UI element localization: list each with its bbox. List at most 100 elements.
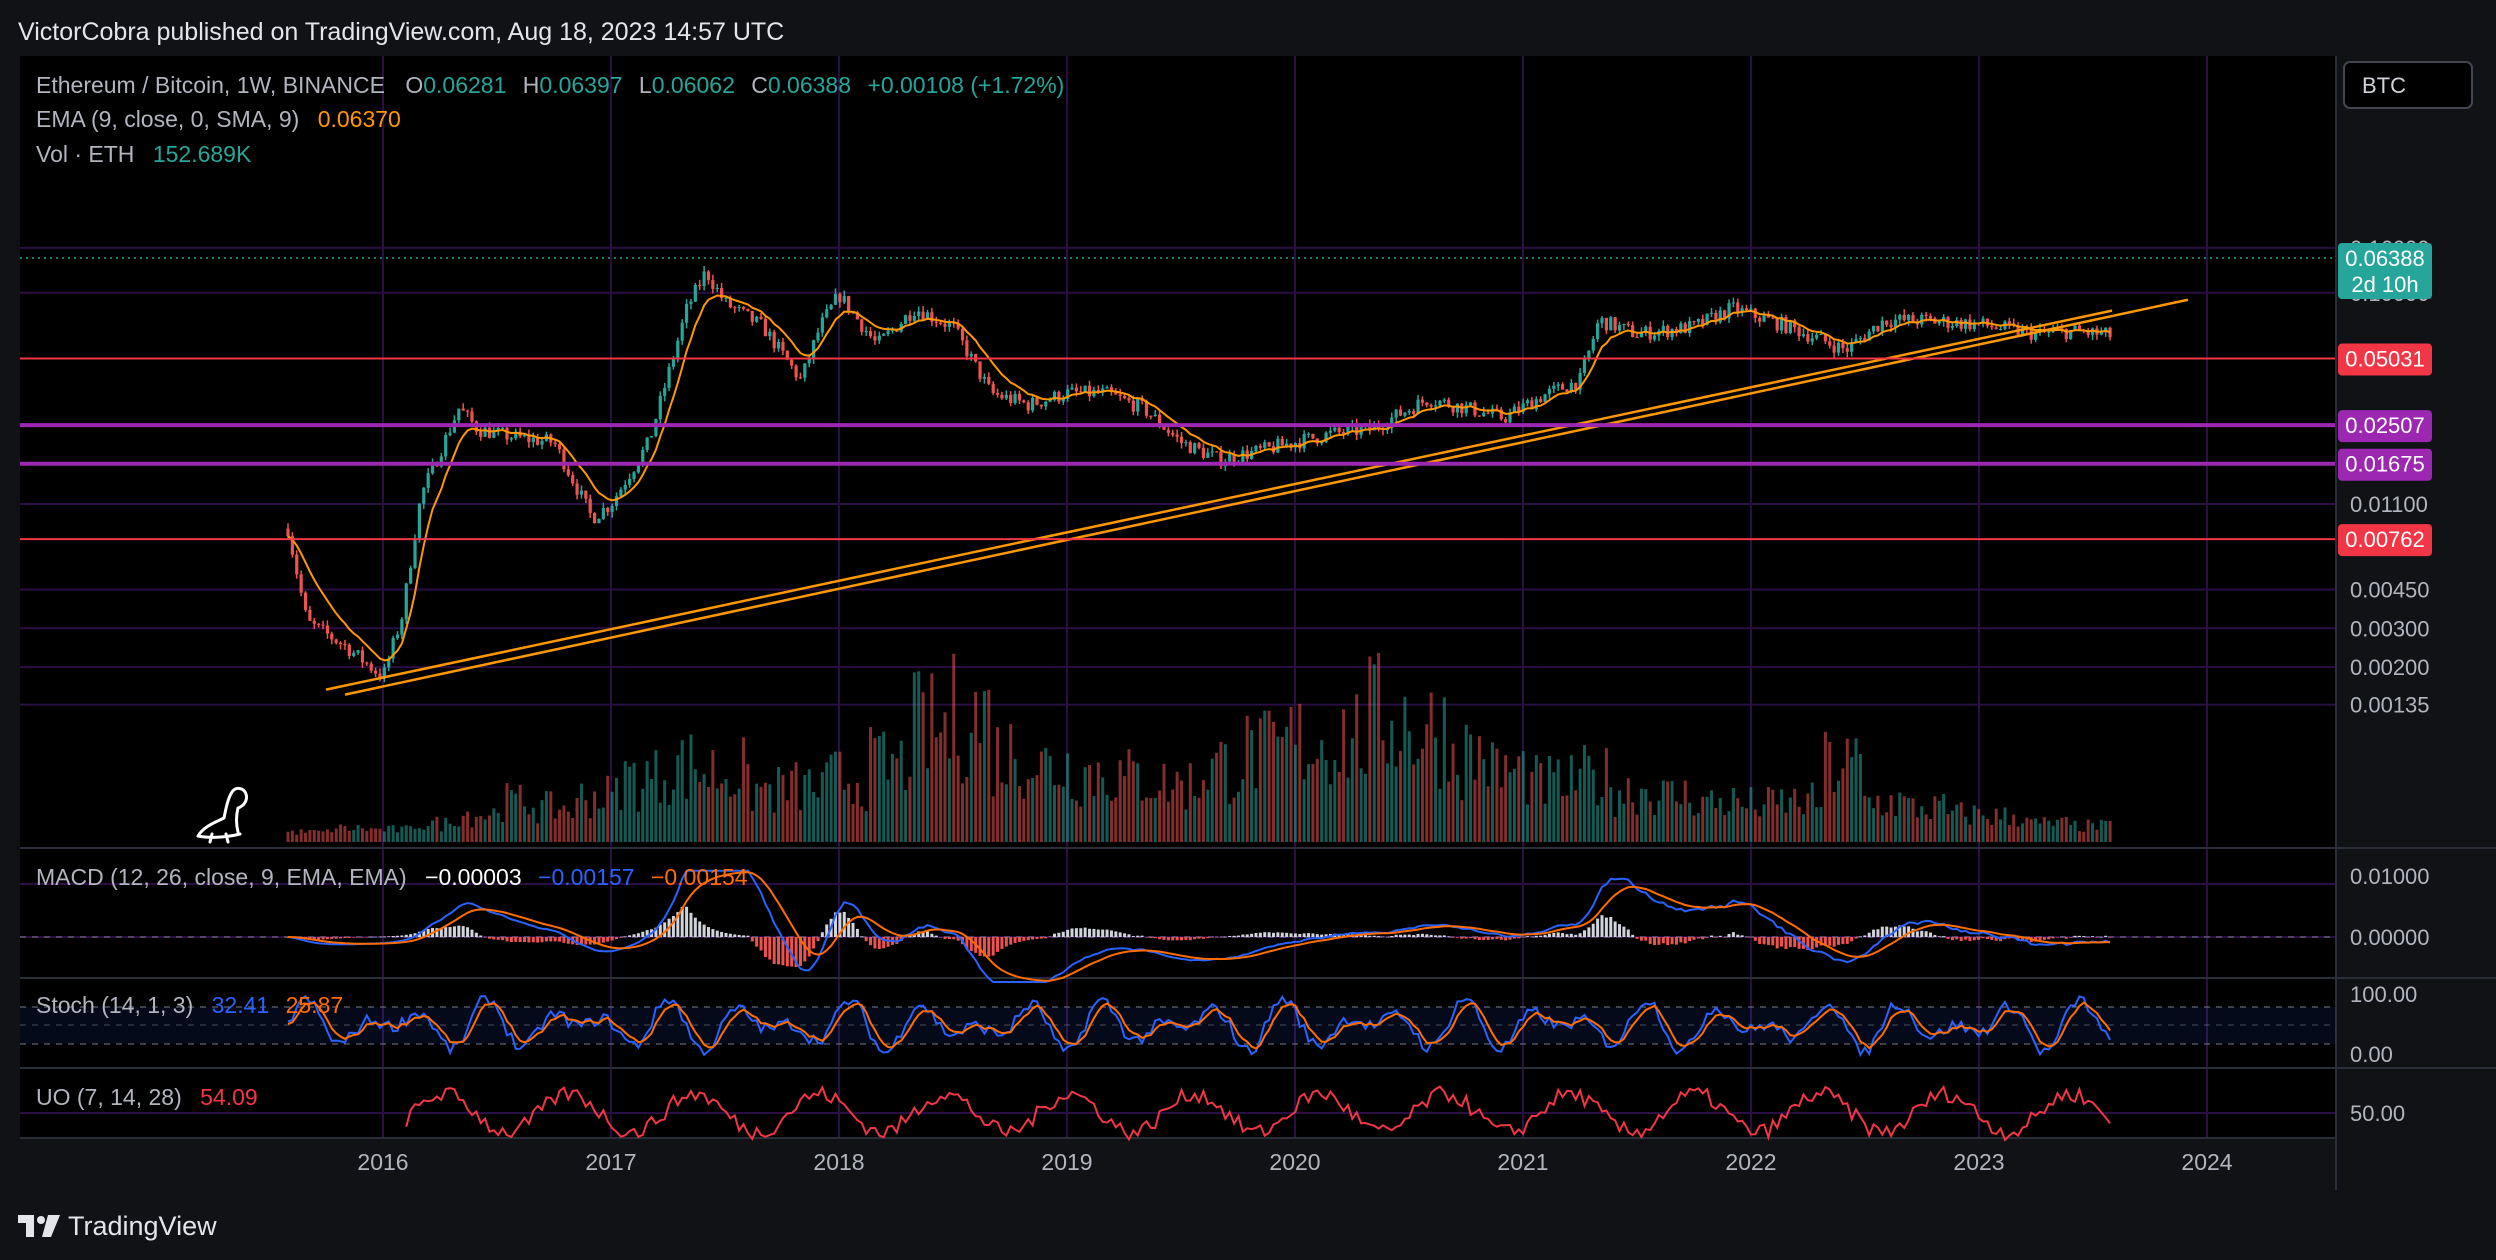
macd-hist-bar [1447,936,1451,937]
volume-bar [1710,790,1713,842]
macd-hist-bar [470,929,474,937]
macd-hist-bar [895,937,899,944]
macd-hist-bar [1937,936,1941,937]
candle-body [1749,308,1753,310]
macd-hist-bar [1201,937,1205,939]
volume-bar [1876,795,1880,842]
macd-hist-bar [536,937,540,943]
candle-body [1543,394,1547,403]
macd-hist-bar [671,916,675,937]
candle-body [965,340,969,357]
volume-bar [1845,738,1849,842]
macd-hist-bar [1276,932,1280,937]
legend-ema-label: EMA (9, close, 0, SMA, 9) [36,106,299,132]
volume-bar [470,827,474,842]
macd-hist-bar [794,937,798,968]
volume-bar [1320,740,1324,842]
volume-bar [1508,772,1512,842]
candle-body [1390,417,1394,429]
volume-bar [965,776,969,842]
macd-hist-bar [1850,937,1854,942]
candle-body [921,311,925,320]
candle-body [1477,415,1481,417]
macd-hist-bar [1385,936,1389,938]
candle-body [1604,317,1608,331]
macd-hist-bar [1968,937,1972,942]
volume-bar [1026,779,1030,842]
macd-hist-bar [343,937,347,939]
macd-hist-bar [934,935,938,937]
macd-hist-bar [1635,937,1639,939]
macd-hist-bar [1092,928,1096,937]
macd-hist-bar [869,937,873,946]
volume-bar [1499,787,1503,842]
macd-hist-bar [1451,937,1455,938]
macd-hist-bar [435,928,439,937]
candle-body [1880,320,1884,332]
volume-bar [540,800,544,842]
volume-bar [1517,756,1521,842]
macd-hist-bar [2051,937,2055,939]
candle-body [422,487,426,504]
macd-hist-bar [2020,937,2024,941]
volume-bar [1810,782,1814,842]
candle-body [1797,327,1801,337]
candle-body [2086,331,2090,335]
stoch-d-line [287,1001,2111,1050]
horizontal-levels[interactable] [20,357,2336,541]
candle-body [579,490,584,495]
macd-hist-bar [1517,937,1521,939]
candle-body [1337,427,1341,433]
macd-hist-bar [1210,937,1214,938]
currency-button[interactable]: BTC [2343,61,2473,109]
macd-hist-bar [1368,935,1372,937]
volume-bar [1718,797,1722,842]
macd-hist-bar [1631,934,1635,937]
candle-body [1867,331,1871,341]
candle-body [317,623,321,625]
x-tick-2018: 2018 [813,1149,864,1175]
volume-bar [882,731,886,842]
macd-hist-bar [601,937,605,943]
candle-body [1017,393,1022,401]
tradingview-logo-icon[interactable] [18,1215,60,1237]
candle-body [706,271,711,281]
candle-body [698,284,702,287]
volume-bar [448,823,452,842]
candle-body [303,592,308,610]
volume-bar [1837,780,1841,842]
volume-bar [1048,756,1052,842]
grid [20,56,2336,1138]
candle-body [1539,399,1543,403]
volume-bar [1758,816,1762,842]
volume-bar [663,780,667,842]
volume-bar [1775,804,1779,842]
legend-symbol: Ethereum / Bitcoin, 1W, BINANCE [36,72,385,98]
candle-body [1004,394,1008,399]
volume-bar [1495,748,1499,842]
trendlines[interactable] [325,298,2189,696]
macd-hist-bar [1613,921,1617,937]
volume-bar [1688,802,1692,842]
volume-bar [1044,748,1048,842]
candle-body [1911,314,1915,322]
volume-bar [400,826,404,842]
macd-hist-bar [939,937,943,938]
macd-hist-bar [1771,937,1775,946]
volume-bar [369,828,373,842]
macd-hist-bar [1188,937,1192,941]
volume-bar [1219,741,1223,842]
volume-bar [1105,794,1109,842]
volume-bar [996,727,1000,842]
candle-body [908,315,912,321]
candle-body [1403,412,1407,416]
macd-hist-bar [1823,937,1827,946]
candle-body [1144,400,1149,416]
volume-bar [1070,798,1074,842]
volume-bar [772,812,776,842]
volume-bar [1639,788,1643,842]
candle-body [1394,409,1398,418]
footer-brand[interactable]: TradingView [68,1210,217,1241]
macd-hist-bar [820,932,824,937]
